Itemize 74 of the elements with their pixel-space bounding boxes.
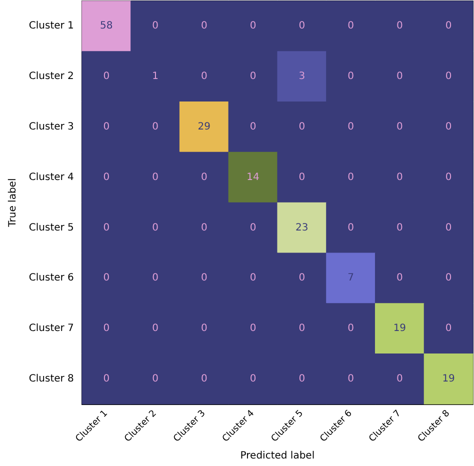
data-label: 0: [152, 222, 158, 234]
y-tick-label: Cluster 1: [28, 20, 74, 32]
data-label: 0: [396, 373, 403, 384]
data-label: 0: [250, 71, 256, 82]
data-label: 0: [103, 272, 110, 284]
data-label: 0: [152, 323, 158, 334]
data-label: 0: [298, 121, 306, 132]
data-label: 0: [152, 272, 158, 284]
data-label: 0: [200, 71, 208, 82]
data-label: 0: [152, 373, 158, 384]
data-label: 29: [198, 121, 211, 132]
data-label: 0: [152, 20, 158, 32]
data-label: 0: [200, 373, 208, 384]
data-label: 0: [103, 323, 110, 334]
data-label: 7: [348, 272, 354, 284]
data-label: 0: [348, 172, 354, 183]
data-label: 0: [152, 121, 158, 132]
y-tick-label: Cluster 2: [28, 71, 74, 82]
data-label: 0: [200, 222, 208, 234]
data-label: 58: [100, 20, 113, 32]
data-label: 19: [393, 323, 406, 334]
data-label: 0: [250, 222, 256, 234]
data-label: 0: [298, 373, 306, 384]
data-label: 0: [445, 71, 452, 82]
y-tick-label: Cluster 6: [28, 272, 74, 284]
data-label: 14: [246, 172, 260, 183]
data-label: 0: [103, 172, 110, 183]
data-label: 0: [200, 272, 208, 284]
data-label: 0: [103, 121, 110, 132]
data-label: 0: [445, 272, 452, 284]
data-label: 0: [396, 121, 403, 132]
y-tick-label: Cluster 3: [28, 121, 74, 132]
y-axis-title: True label: [8, 178, 18, 228]
data-label: 0: [396, 272, 403, 284]
data-label: 0: [348, 121, 354, 132]
data-label: 0: [298, 172, 306, 183]
data-label: 0: [445, 323, 452, 334]
y-tick-label: Cluster 4: [28, 172, 74, 183]
y-tick-label: Cluster 7: [28, 323, 74, 334]
data-label: 0: [348, 222, 354, 234]
data-label: 23: [296, 222, 308, 234]
data-label: 0: [250, 373, 256, 384]
data-label: 0: [348, 20, 354, 32]
data-label: 0: [250, 20, 256, 32]
data-label: 0: [200, 20, 208, 32]
data-label: 0: [200, 323, 208, 334]
data-label: 0: [396, 172, 403, 183]
data-label: 3: [298, 71, 306, 82]
data-label: 0: [298, 20, 306, 32]
data-label: 19: [442, 373, 455, 384]
data-label: 0: [445, 20, 452, 32]
data-label: 0: [250, 121, 256, 132]
data-label: 0: [396, 20, 403, 32]
data-label: 0: [200, 172, 208, 183]
data-label: 0: [250, 323, 256, 334]
data-label: 0: [348, 71, 354, 82]
data-label: 0: [250, 272, 256, 284]
data-label: 0: [445, 172, 452, 183]
data-label: 1: [152, 71, 158, 82]
data-label: 0: [348, 373, 354, 384]
data-label: 0: [445, 121, 452, 132]
x-axis-title: Predicted label: [240, 450, 315, 462]
data-label: 0: [152, 172, 158, 183]
data-label: 0: [348, 323, 354, 334]
data-label: 0: [103, 71, 110, 82]
y-tick-label: Cluster 8: [28, 373, 74, 384]
data-label: 0: [396, 222, 403, 234]
y-tick-label: Cluster 5: [28, 222, 74, 234]
data-label: 0: [103, 373, 110, 384]
data-label: 0: [445, 222, 452, 234]
data-label: 0: [103, 222, 110, 234]
data-label: 0: [298, 323, 306, 334]
data-label: 0: [298, 272, 306, 284]
data-label: 0: [396, 71, 403, 82]
